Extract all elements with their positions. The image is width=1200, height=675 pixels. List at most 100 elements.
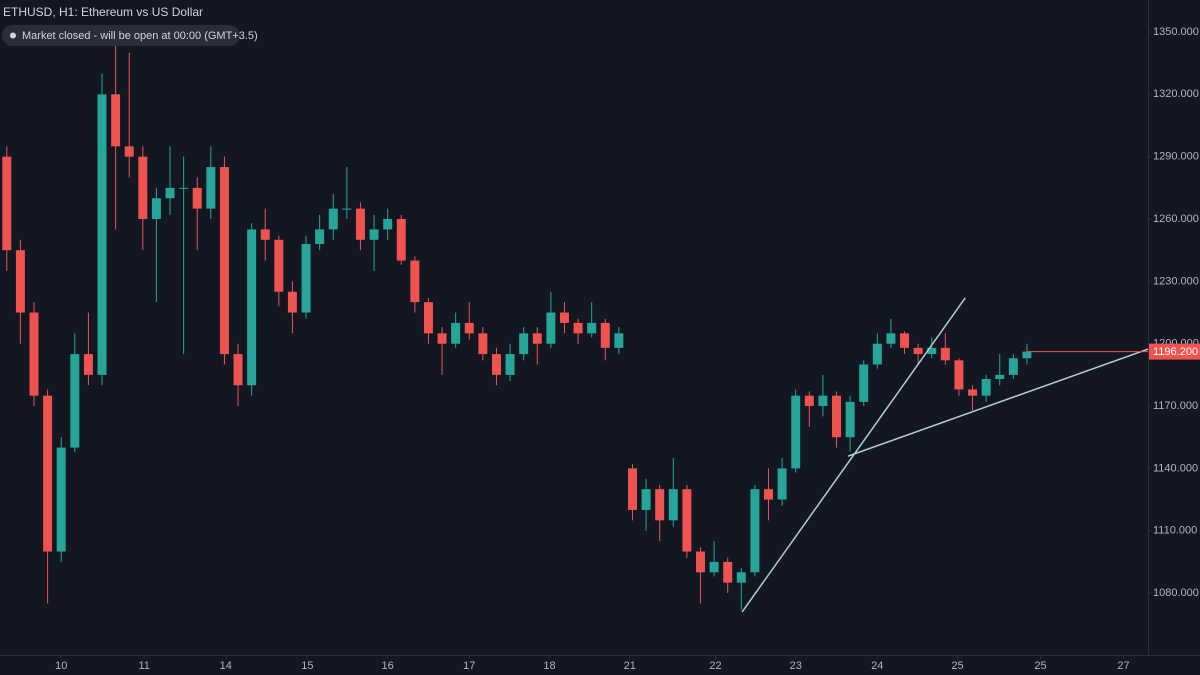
candle-body (818, 395, 828, 407)
candle-body (546, 312, 556, 344)
candle-body (56, 447, 66, 552)
status-dot (10, 32, 16, 39)
candle-body (151, 198, 161, 220)
candle-body (287, 291, 297, 313)
candle-body (369, 229, 379, 240)
candle-body (614, 333, 624, 348)
candle-body (913, 347, 923, 355)
candle-body (954, 360, 964, 390)
candle-body (464, 322, 474, 334)
trendline (741, 297, 966, 613)
candle-body (491, 354, 501, 375)
x-tick-label: 11 (138, 660, 149, 672)
candle-body (859, 364, 869, 402)
candle-body (111, 94, 121, 147)
candle-body (29, 312, 39, 396)
x-tick-label: 10 (55, 660, 67, 672)
y-tick-label: 1350.000 (1153, 26, 1199, 38)
x-tick-label: 21 (624, 660, 636, 672)
x-tick-label: 22 (709, 660, 721, 672)
x-tick-label: 24 (871, 660, 883, 672)
candle-body (206, 167, 216, 209)
candle-body (559, 312, 569, 323)
x-tick-label: 23 (790, 660, 802, 672)
candle-body (2, 156, 12, 251)
candle-body (872, 343, 882, 365)
candle-body (423, 302, 433, 334)
candle-body (532, 333, 542, 344)
x-tick-label: 16 (382, 660, 394, 672)
candle-body (138, 156, 148, 220)
y-tick-label: 1230.000 (1153, 275, 1199, 287)
y-tick-label: 1260.000 (1153, 213, 1199, 225)
candle-body (804, 395, 814, 407)
candle-body (968, 389, 978, 396)
x-tick-label: 15 (301, 660, 313, 672)
candle-body (655, 489, 665, 521)
candle-body (1022, 351, 1032, 359)
chart-title: ETHUSD, H1: Ethereum vs US Dollar (3, 5, 203, 19)
candle-body (981, 379, 991, 396)
x-tick-label: 27 (1117, 660, 1129, 672)
candle-body (573, 322, 583, 334)
market-status: Market closed - will be open at 00:00 (G… (22, 30, 258, 42)
candle-body (124, 146, 134, 157)
candle-body (709, 561, 719, 573)
x-tick-label: 25 (1034, 660, 1046, 672)
candle-body (927, 347, 937, 355)
candle-body (845, 401, 855, 438)
y-tick-label: 1080.000 (1153, 587, 1199, 599)
last-price-label: 1196.200 (1153, 346, 1198, 358)
candle-body (736, 572, 746, 583)
y-tick-label: 1140.000 (1153, 462, 1198, 474)
candle-body (750, 489, 760, 573)
candle-body (328, 208, 338, 230)
x-tick-label: 18 (543, 660, 555, 672)
candle-body (43, 395, 53, 552)
candle-body (165, 187, 175, 199)
candle-body (791, 395, 801, 469)
candle-body (315, 229, 325, 244)
plot-area (2, 42, 1149, 613)
candle-body (192, 187, 202, 209)
candle-body (627, 468, 637, 510)
candle-body (995, 374, 1005, 380)
status-pill (2, 25, 240, 46)
candle-body (355, 208, 365, 240)
candle-body (600, 322, 610, 348)
candle-body (505, 354, 515, 375)
candle-body (179, 187, 189, 189)
candle-body (247, 229, 257, 386)
candle-body (478, 333, 488, 355)
candle-body (97, 94, 107, 375)
candle-body (260, 229, 270, 240)
y-tick-label: 1320.000 (1153, 88, 1199, 100)
candle-body (70, 354, 80, 448)
candle-body (886, 333, 896, 344)
candle-body (396, 219, 406, 261)
candle-body (682, 489, 692, 552)
trendline (847, 348, 1149, 457)
candle-body (1008, 358, 1018, 375)
x-tick-label: 25 (951, 660, 963, 672)
candle-body (219, 167, 229, 355)
candle-body (668, 489, 678, 521)
candle-body (696, 551, 705, 573)
candle-body (15, 250, 25, 313)
candle-body (940, 347, 950, 361)
candle-body (723, 561, 733, 583)
candle-body (587, 322, 597, 334)
candle-body (383, 219, 393, 230)
y-tick-label: 1170.000 (1153, 400, 1198, 412)
candle-body (900, 333, 910, 348)
candle-body (764, 489, 773, 500)
candle-body (832, 395, 842, 438)
candle-body (342, 208, 352, 210)
candle-body (519, 333, 529, 355)
candle-body (410, 260, 420, 303)
candle-body (301, 243, 311, 313)
candle-body (451, 322, 461, 344)
